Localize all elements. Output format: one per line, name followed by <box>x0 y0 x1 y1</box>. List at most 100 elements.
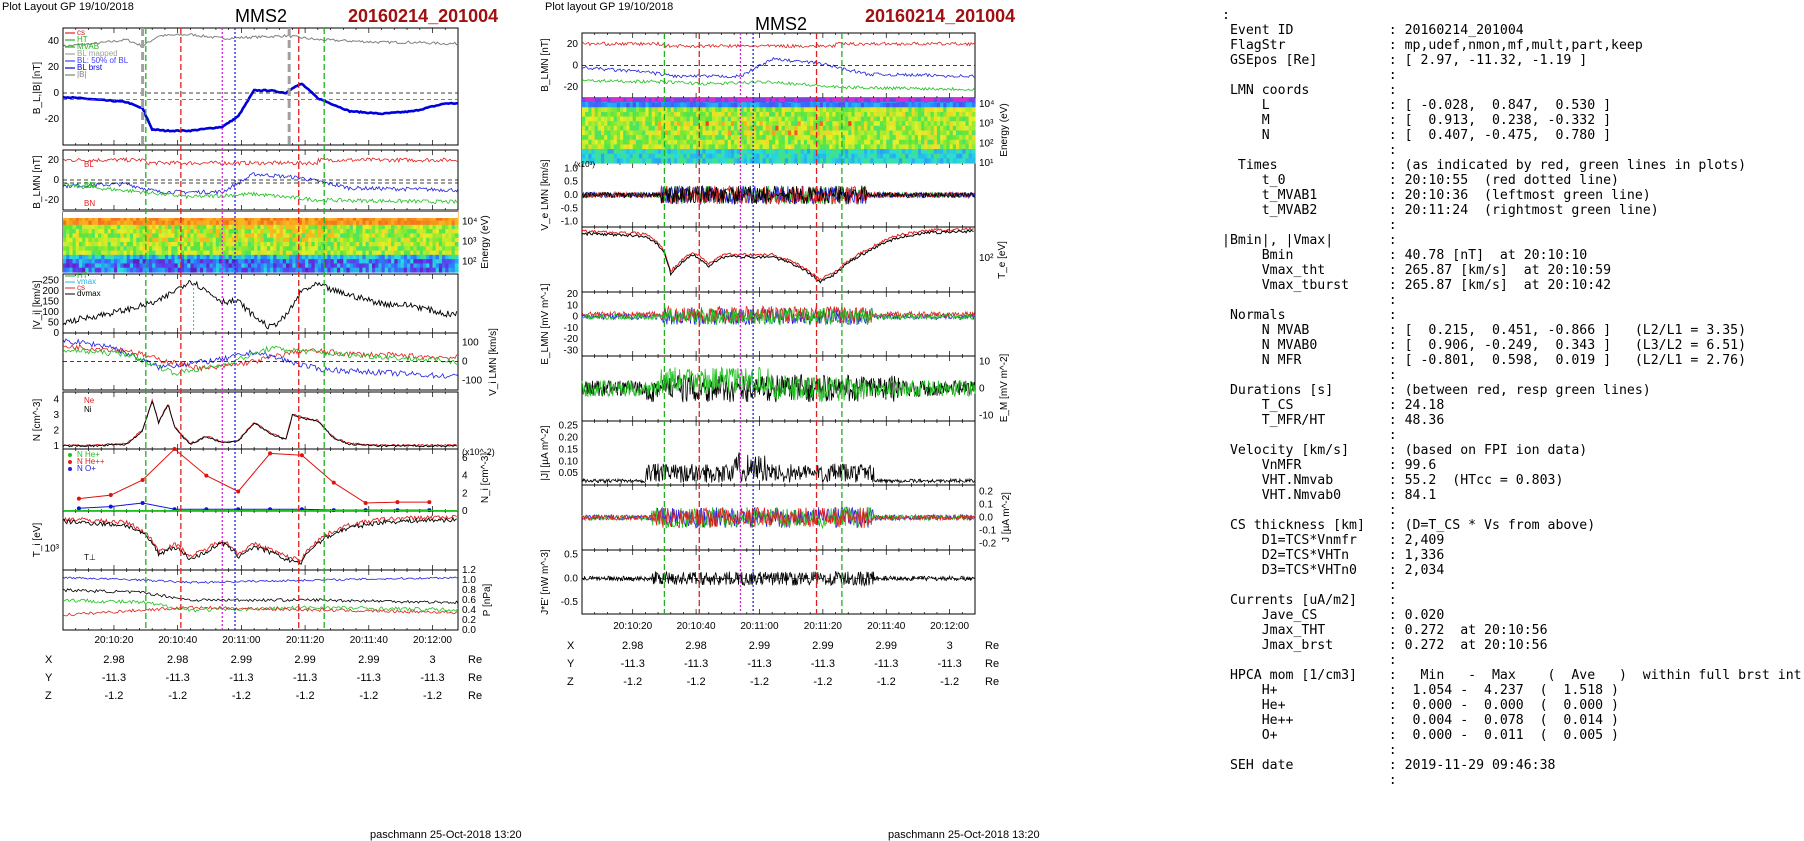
middle-spectrogram-cell <box>889 158 894 164</box>
middle-spectrogram-noise <box>730 98 735 102</box>
left-spectrogram-cell <box>123 216 128 222</box>
left-spectrogram-cell <box>139 224 144 230</box>
left-spectrogram-cell <box>387 259 392 265</box>
middle-spectrogram-cell <box>737 107 742 113</box>
left-spectrogram-cell <box>416 254 421 260</box>
left-spectrogram-cell <box>333 246 338 252</box>
middle-spectrogram-cell <box>921 149 925 155</box>
middle-spectrogram-cell <box>879 139 884 146</box>
middle-spectrogram-cell <box>860 130 865 136</box>
middle-spectrogram-cell <box>658 125 662 132</box>
middle-spectrogram-cell <box>721 158 726 164</box>
left-spectrogram-cell <box>317 259 322 265</box>
middle-spectrogram-noise <box>949 98 954 102</box>
left-spectrogram-cell <box>289 259 293 265</box>
left-spectrogram-cell <box>187 263 192 269</box>
left-spectrogram-cell <box>187 246 192 252</box>
left-spectrogram-cell <box>75 220 80 226</box>
left-spectrogram-cell <box>177 267 182 273</box>
middle-spectrogram-cell <box>784 107 789 113</box>
left-spectrogram-cell <box>129 246 134 252</box>
middle-spectrogram-cell <box>645 116 650 122</box>
left-spectrogram-cell <box>295 250 300 256</box>
middle-spectrogram-cell <box>962 125 967 132</box>
left-spectrogram-cell <box>133 254 137 260</box>
left-spectrogram-cell <box>442 254 446 260</box>
left-spectrogram-cell <box>289 224 293 230</box>
middle-spectrogram-cell <box>898 121 903 127</box>
left-spectrogram-cell <box>193 216 198 222</box>
middle-spectrogram-cell <box>765 102 770 108</box>
middle-spectrogram-cell <box>905 139 910 146</box>
left-spectrogram-cell <box>225 220 230 226</box>
left-spectrogram-cell <box>333 237 338 243</box>
left-spectrogram-cell <box>438 233 443 239</box>
left-spectrogram-cell <box>78 242 83 247</box>
middle-spectrogram-cell <box>730 107 735 113</box>
left-density-trace <box>62 400 457 448</box>
left-spectrogram-cell <box>438 229 443 235</box>
middle-spectrogram-cell <box>879 111 884 118</box>
left-spectrogram-cell <box>394 246 399 252</box>
left-coord-value: 2.98 <box>167 654 188 666</box>
left-spectrogram-cell <box>343 246 348 252</box>
left-spectrogram-cell <box>279 259 284 265</box>
left-spectrogram-cell <box>419 237 424 243</box>
left-spectrogram-cell <box>426 216 430 222</box>
middle-spectrogram-cell <box>664 116 669 122</box>
left-spectrogram-cell <box>69 263 74 269</box>
left-spectrogram-cell <box>276 233 281 239</box>
middle-spectrogram-cell <box>775 135 780 141</box>
left-spectrogram-cell <box>75 254 80 260</box>
left-spectrogram-cell <box>187 254 192 260</box>
left-spectrogram-cell <box>343 233 348 239</box>
middle-spectrogram-noise <box>749 98 754 102</box>
middle-spectrogram-cell <box>692 111 697 118</box>
middle-spectrogram-cell <box>946 130 951 136</box>
left-spectrogram-cell <box>209 237 214 243</box>
left-spectrogram-cell <box>174 229 179 235</box>
middle-spectrogram-cell <box>832 125 837 132</box>
middle-spectrogram-cell <box>648 111 653 118</box>
left-spectrogram-cell <box>94 267 99 273</box>
middle-spectrogram-cell <box>952 135 957 141</box>
left-spectrogram-cell <box>203 224 207 230</box>
left-spectrogram-cell <box>215 242 220 247</box>
left-event-id: 20160214_201004 <box>348 6 499 26</box>
left-spectrogram-cell <box>209 263 214 269</box>
middle-spectrogram-noise <box>816 98 821 102</box>
left-spectrogram-cell <box>247 220 252 226</box>
middle-spectrogram-cell <box>924 121 929 127</box>
middle-spectrogram-cell <box>594 102 599 108</box>
left-spectrogram-cell <box>394 250 399 256</box>
left-spectrogram-cell <box>381 233 386 239</box>
middle-spectrogram-cell <box>715 158 719 164</box>
middle-spectrogram-cell <box>810 149 814 155</box>
left-spectrogram-cell <box>362 220 367 226</box>
left-spectrogram-cell <box>250 263 255 269</box>
left-spectrogram-cell <box>349 254 354 260</box>
left-spectrogram-cell <box>324 229 328 235</box>
middle-spectrogram-cell <box>902 135 906 141</box>
middle-spectrogram-cell <box>800 144 805 150</box>
middle-spectrogram-cell <box>699 116 704 122</box>
left-spectrogram-cell <box>126 224 131 230</box>
left-spectrogram-cell <box>416 242 421 247</box>
middle-spectrogram-cell <box>610 107 615 113</box>
middle-spectrogram-cell <box>635 144 640 150</box>
middle-spectrogram-cell <box>841 135 846 141</box>
left-spectrogram-cell <box>400 224 405 230</box>
middle-spectrogram-cell <box>740 149 745 155</box>
middle-spectrogram-cell <box>955 121 960 127</box>
left-spectrogram-cell <box>75 216 80 222</box>
middle-spectrogram-cell <box>626 107 631 113</box>
left-hpca-point <box>331 480 336 485</box>
left-spectrogram-cell <box>63 246 67 252</box>
middle-spectrogram-noise <box>955 98 960 102</box>
left-spectrogram-cell <box>413 216 418 222</box>
middle-spectrogram-cell <box>705 111 710 118</box>
middle-spectrogram-cell <box>816 116 821 122</box>
left-spectrogram-cell <box>225 263 230 269</box>
left-spectrogram-cell <box>250 259 255 265</box>
middle-spectrogram-cell <box>597 149 602 155</box>
